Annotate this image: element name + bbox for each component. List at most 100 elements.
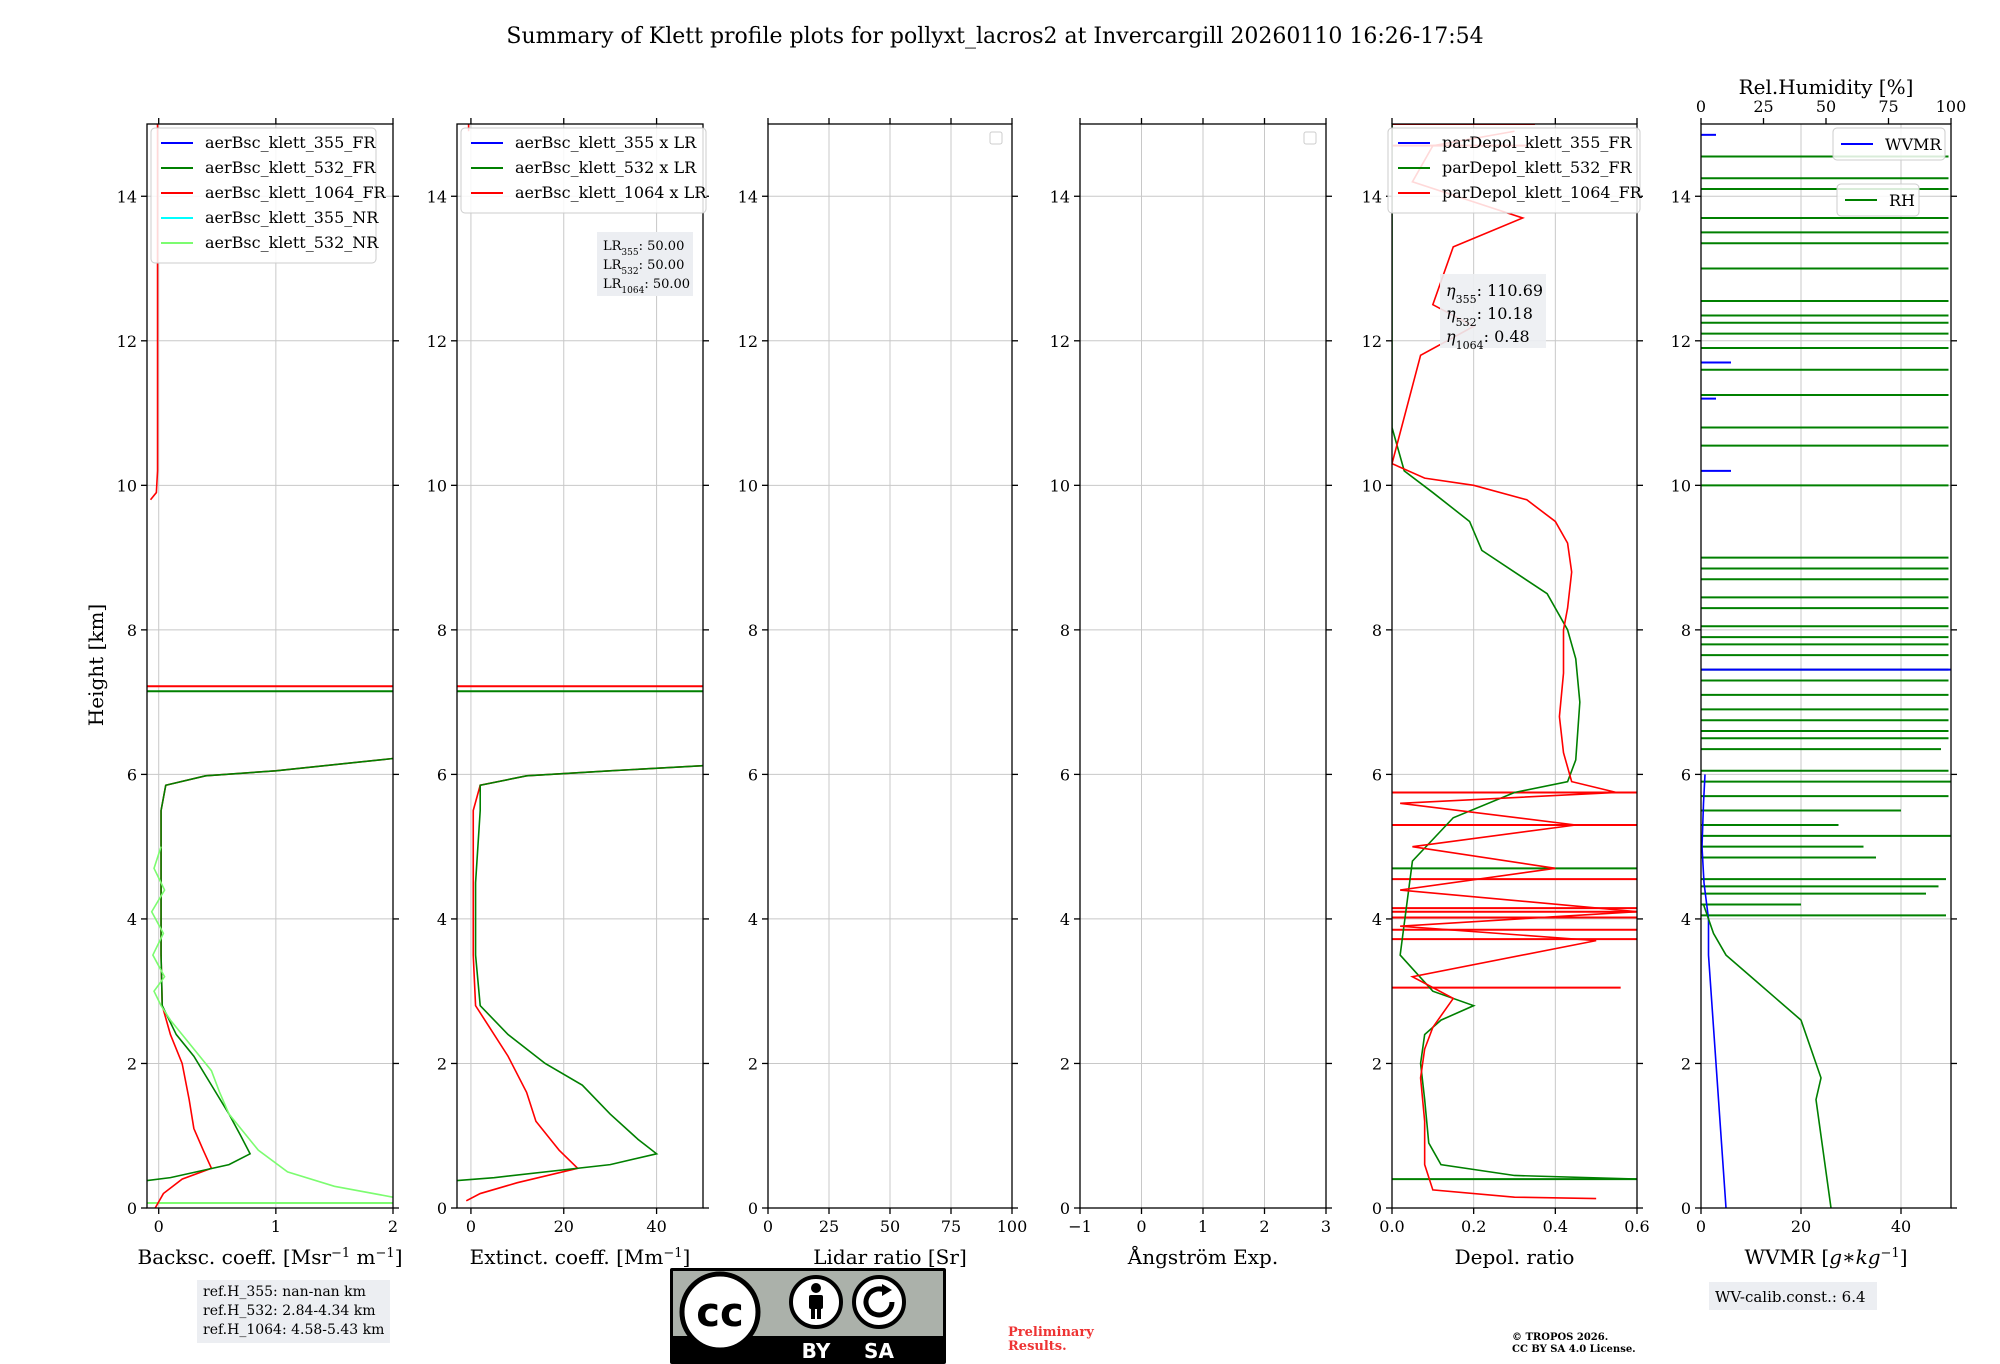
eta-val: : 10.18 [1477, 304, 1533, 323]
legend-entry: RH [1889, 191, 1915, 210]
y-tick-label: 0 [748, 1199, 758, 1218]
y-tick-label: 12 [1671, 332, 1691, 351]
lr-box [597, 232, 693, 296]
top-axis-label: Rel.Humidity [%] [1739, 75, 1914, 99]
sa-label: SA [864, 1339, 894, 1363]
share-alike-icon [852, 1275, 906, 1329]
legend-entry: aerBsc_klett_355_FR [205, 133, 376, 152]
axes-frame [456, 123, 704, 1209]
empty-legend-box [989, 131, 1003, 145]
y-tick-label: 10 [1671, 476, 1691, 495]
y-tick-label: 12 [117, 332, 137, 351]
x-label-main: Depol. ratio [1455, 1245, 1575, 1269]
x-tick-label: 0.0 [1379, 1217, 1404, 1236]
legend: parDepol_klett_355_FR parDepol_klett_532_… [1387, 127, 1643, 214]
copyright-line-2: CC BY SA 4.0 License. [1512, 1344, 1636, 1355]
y-tick-label: 2 [1060, 1054, 1070, 1073]
x-label-sup: −1 [663, 1246, 682, 1261]
lr-label: LR [603, 277, 623, 292]
legend-entry: aerBsc_klett_355 x LR [515, 133, 697, 152]
x-tick-label: 3 [1321, 1217, 1331, 1236]
x-tick-label: 1 [271, 1217, 281, 1236]
y-tick-label: 4 [1372, 910, 1382, 929]
y-tick-label: 6 [437, 765, 447, 784]
legend-box [1387, 127, 1641, 214]
eta-value: η1064: 0.48 [1446, 327, 1530, 352]
preliminary-results-note: Preliminary Results. [1008, 1325, 1094, 1354]
x-label-end: ] [1900, 1245, 1908, 1269]
y-tick-label: 2 [748, 1054, 758, 1073]
cc-circle-icon [679, 1271, 761, 1353]
wv-calib-box [1709, 1282, 1877, 1310]
x-tick-label: 50 [880, 1217, 900, 1236]
y-axis-label: Height [km] [84, 604, 108, 726]
eta-label: η [1446, 327, 1456, 346]
y-tick-label: 6 [1060, 765, 1070, 784]
legend-entry: aerBsc_klett_1064 x LR [515, 183, 707, 202]
y-tick-label: 4 [1681, 910, 1691, 929]
series-aerBsc_klett_532_FR [147, 757, 393, 1182]
y-tick-label: 14 [738, 187, 758, 206]
x-label-main: Backsc. coeff. [Msr [138, 1245, 332, 1269]
x-label-mid: m [350, 1245, 375, 1269]
x-label-sup: −1 [331, 1246, 350, 1261]
legend-box [150, 127, 377, 264]
top-tick-label: 100 [1936, 97, 1967, 116]
lr-val: : 50.00 [639, 239, 685, 254]
y-tick-label: 8 [1681, 621, 1691, 640]
x-tick-label: 20 [1791, 1217, 1811, 1236]
legend-entry: parDepol_klett_355_FR [1442, 133, 1633, 152]
y-tick-label: 4 [437, 910, 447, 929]
y-tick-label: 4 [127, 910, 137, 929]
y-tick-label: 8 [1060, 621, 1070, 640]
eta-sub: 532 [1456, 316, 1477, 329]
y-tick-label: 14 [117, 187, 137, 206]
series-aerBsc_klett_1064_FR [154, 757, 393, 1208]
y-tick-label: 14 [1050, 187, 1070, 206]
series-1064 [465, 764, 703, 1202]
y-tick-label: 2 [437, 1054, 447, 1073]
lr-val: : 50.00 [639, 258, 685, 273]
by-label: BY [802, 1339, 831, 1363]
lr-value: LR1064: 50.00 [603, 277, 690, 296]
lr-sub: 355 [621, 248, 638, 258]
y-tick-label: 10 [738, 476, 758, 495]
y-tick-label: 10 [427, 476, 447, 495]
y-tick-label: 14 [1671, 187, 1691, 206]
x-tick-label: 25 [819, 1217, 839, 1236]
plot-area [457, 124, 703, 1202]
lr-label: LR [603, 239, 623, 254]
x-label-end: ] [683, 1245, 691, 1269]
copyright-line-1: © TROPOS 2026. [1512, 1332, 1609, 1343]
legend-entry: WVMR [1885, 135, 1942, 154]
x-tick-label: 2 [388, 1217, 398, 1236]
y-tick-label: 10 [1050, 476, 1070, 495]
x-axis-label: Depol. ratio [1455, 1245, 1575, 1269]
legend-entry: parDepol_klett_532_FR [1442, 158, 1633, 177]
x-tick-label: 40 [646, 1217, 666, 1236]
empty-legend-box [1303, 131, 1317, 145]
lr-value: LR532: 50.00 [603, 258, 684, 277]
page-title: Summary of Klett profile plots for polly… [506, 24, 1483, 49]
cc-logo-text: cc [696, 1290, 743, 1336]
legend-box [1836, 183, 1920, 217]
legend-entry: aerBsc_klett_532_FR [205, 158, 376, 177]
x-tick-label: 0 [154, 1217, 164, 1236]
x-tick-label: 0 [466, 1217, 476, 1236]
legend-entry: aerBsc_klett_355_NR [205, 208, 379, 227]
top-tick-label: 50 [1816, 97, 1836, 116]
series-532 [1392, 124, 1637, 1180]
y-tick-label: 0 [1372, 1199, 1382, 1218]
x-tick-label: 40 [1891, 1217, 1911, 1236]
y-tick-label: 2 [1372, 1054, 1382, 1073]
y-tick-label: 6 [1372, 765, 1382, 784]
y-tick-label: 4 [1060, 910, 1070, 929]
x-tick-label: 0.6 [1624, 1217, 1649, 1236]
y-tick-label: 8 [437, 621, 447, 640]
ref-height-355: ref.H_355: nan-nan km [203, 1284, 366, 1300]
x-tick-label: 75 [941, 1217, 961, 1236]
y-tick-label: 0 [1060, 1199, 1070, 1218]
top-tick-label: 75 [1878, 97, 1898, 116]
lr-sub: 1064 [621, 286, 644, 296]
